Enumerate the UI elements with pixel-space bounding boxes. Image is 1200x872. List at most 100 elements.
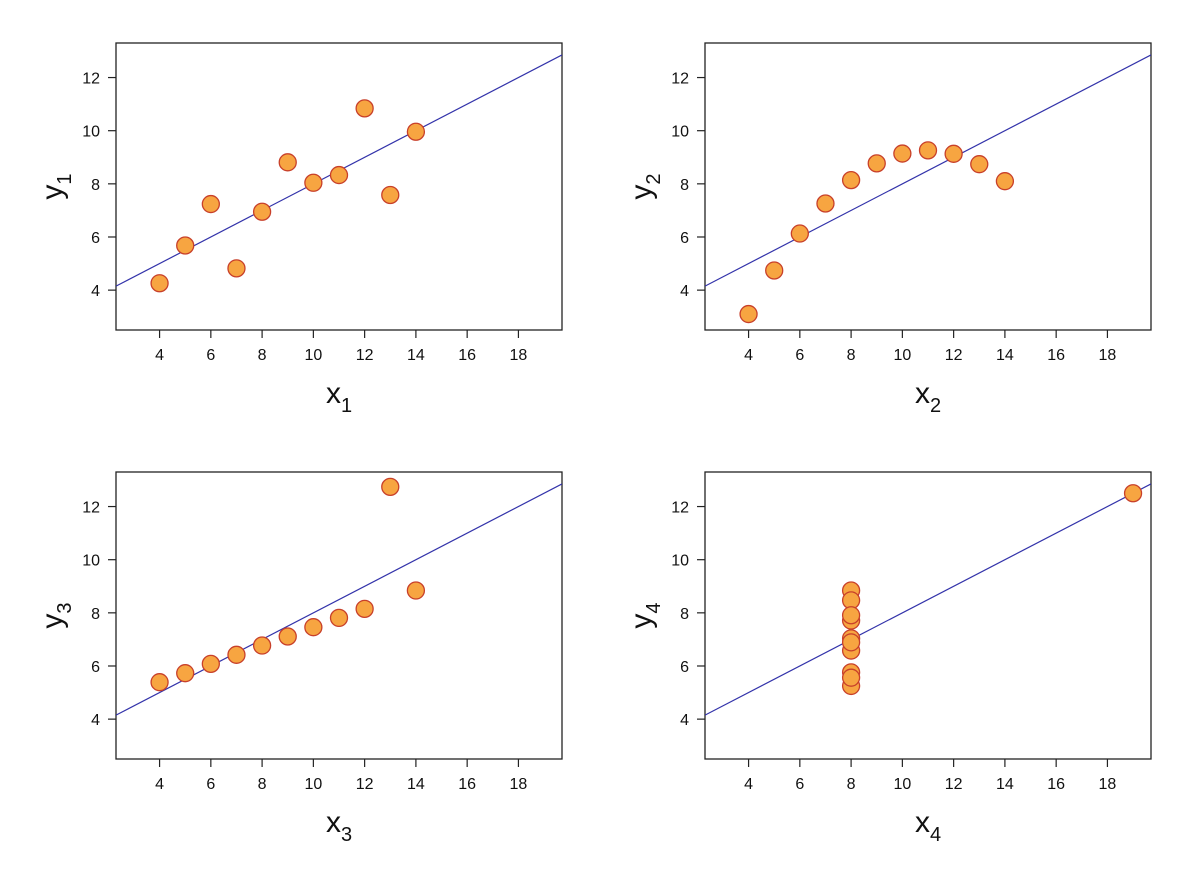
plot-frame-1 [115,42,563,331]
x-axis-label-2: x2 [915,377,941,417]
data-point-1-4 [278,153,297,172]
data-point-3-6 [406,581,426,600]
y-tick-label-4-4: 4 [680,712,689,729]
data-point-1-1 [304,173,323,192]
x-tick-label-3-10: 10 [304,776,322,793]
y-axis-label-sub-3: 3 [54,602,76,613]
x-tick-label-2-12: 12 [945,347,963,364]
plot-frame-3 [115,471,563,760]
data-point-3-7 [201,654,220,674]
x-tick-label-4-16: 16 [1047,776,1065,793]
x-tick-label-3-4: 4 [155,776,164,793]
x-tick-label-2-6: 6 [795,347,804,364]
x-tick-label-2-8: 8 [847,347,856,364]
data-point-3-10 [227,645,246,664]
x-tick-label-4-18: 18 [1099,776,1117,793]
data-point-2-10 [816,194,835,213]
fit-line-2 [705,54,1151,287]
y-axis-label-sub-2: 2 [643,173,665,184]
x-axis-label-main-1: x [326,377,341,410]
x-tick-label-1-4: 4 [155,347,164,364]
y-tick-label-1-10: 10 [82,124,100,141]
y-axis-label-main-1: y [36,185,69,200]
data-point-2-2 [841,170,861,190]
y-tick-label-1-6: 6 [91,230,100,247]
data-point-3-2 [252,636,272,655]
x-tick-label-3-12: 12 [356,776,374,793]
data-point-2-5 [918,141,938,160]
x-axis-label-sub-4: 4 [930,824,941,846]
data-point-1-2 [252,202,272,221]
x-tick-label-4-6: 6 [795,776,804,793]
data-point-1-3 [381,185,400,205]
x-axis-label-3: x3 [326,806,352,846]
y-axis-label-main-3: y [36,614,69,629]
x-axis-label-sub-3: 3 [341,824,352,846]
data-point-3-4 [278,627,297,646]
y-tick-label-4-10: 10 [671,553,689,570]
data-point-4-10 [841,606,861,625]
y-axis-label-sub-4: 4 [643,602,665,613]
x-tick-label-2-10: 10 [893,347,911,364]
x-tick-label-3-6: 6 [206,776,215,793]
x-axis-label-4: x4 [915,806,941,846]
data-point-2-11 [765,261,784,280]
x-tick-label-2-14: 14 [996,347,1014,364]
data-point-1-5 [329,165,349,185]
y-tick-label-2-12: 12 [671,71,689,88]
data-point-3-5 [329,608,349,628]
y-tick-label-3-12: 12 [82,500,100,517]
x-tick-label-4-12: 12 [945,776,963,793]
data-point-2-4 [867,154,886,173]
plot-frame-2 [704,42,1152,331]
data-point-2-6 [995,172,1015,191]
x-tick-label-3-18: 18 [510,776,528,793]
y-tick-label-1-8: 8 [91,177,100,194]
data-point-3-8 [150,673,169,692]
y-axis-label-main-4: y [625,614,658,629]
data-point-1-11 [176,236,195,255]
x-axis-label-sub-2: 2 [930,395,941,417]
x-tick-label-2-4: 4 [744,347,753,364]
data-point-1-9 [355,99,374,118]
data-point-3-11 [176,664,195,683]
x-tick-label-1-18: 18 [510,347,528,364]
x-tick-label-1-16: 16 [458,347,476,364]
x-axis-label-main-4: x [915,806,930,839]
y-tick-label-4-6: 6 [680,659,689,676]
data-point-4-11 [841,633,861,652]
y-axis-label-3: y3 [36,602,76,628]
x-tick-label-4-8: 8 [847,776,856,793]
x-tick-label-4-14: 14 [996,776,1014,793]
y-tick-label-2-4: 4 [680,283,689,300]
y-tick-label-2-10: 10 [671,124,689,141]
x-axis-label-sub-1: 1 [341,395,352,417]
x-tick-label-1-8: 8 [258,347,267,364]
y-axis-label-2: y2 [625,173,665,199]
data-point-2-7 [790,224,809,243]
y-axis-label-sub-1: 1 [54,173,76,184]
y-axis-label-1: y1 [36,173,76,199]
data-point-4-8 [1123,484,1143,503]
y-tick-label-3-6: 6 [91,659,100,676]
data-point-2-8 [739,304,758,324]
x-axis-label-main-3: x [326,806,341,839]
x-axis-label-1: x1 [326,377,352,417]
y-tick-label-4-12: 12 [671,500,689,517]
y-tick-label-4-8: 8 [680,606,689,623]
y-tick-label-2-8: 8 [680,177,689,194]
data-point-1-7 [201,194,220,214]
y-tick-label-3-8: 8 [91,606,100,623]
y-tick-label-2-6: 6 [680,230,689,247]
data-point-4-9 [841,668,861,687]
data-point-3-9 [355,599,374,619]
y-tick-label-3-4: 4 [91,712,100,729]
x-tick-label-1-12: 12 [356,347,374,364]
x-tick-label-1-10: 10 [304,347,322,364]
y-axis-label-4: y4 [625,602,665,628]
data-point-2-9 [944,144,963,163]
